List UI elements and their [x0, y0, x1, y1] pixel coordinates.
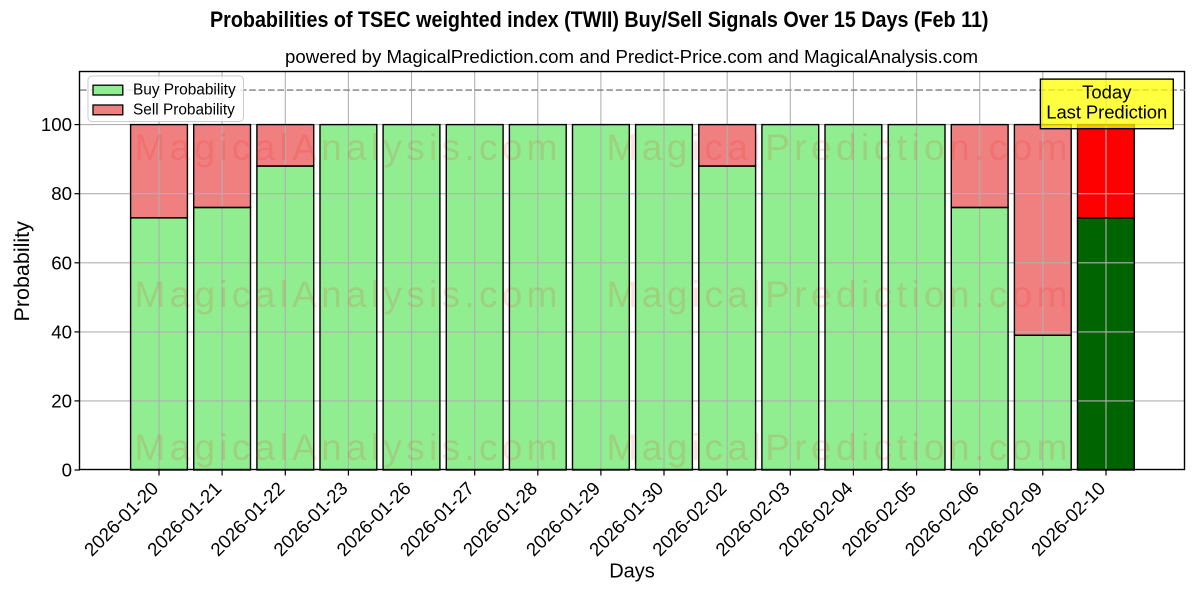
svg-text:Probabilities of TSEC weighted: Probabilities of TSEC weighted index (TW… [210, 7, 989, 32]
svg-text:Today: Today [1082, 81, 1132, 102]
svg-text:MagicalPrediction.com: MagicalPrediction.com [607, 427, 1068, 468]
svg-text:powered by MagicalPrediction.c: powered by MagicalPrediction.com and Pre… [285, 46, 978, 67]
svg-text:100: 100 [41, 114, 72, 135]
svg-text:Days: Days [609, 561, 655, 583]
svg-text:Sell Probability: Sell Probability [133, 101, 235, 118]
svg-text:Buy Probability: Buy Probability [133, 82, 236, 99]
svg-text:40: 40 [51, 321, 72, 342]
svg-text:0: 0 [62, 460, 72, 481]
svg-text:60: 60 [51, 252, 72, 273]
svg-text:MagicalAnalysis.com: MagicalAnalysis.com [135, 127, 558, 168]
svg-text:MagicalPrediction.com: MagicalPrediction.com [607, 127, 1068, 168]
svg-text:MagicalAnalysis.com: MagicalAnalysis.com [135, 274, 558, 315]
svg-text:80: 80 [51, 183, 72, 204]
svg-text:MagicalPrediction.com: MagicalPrediction.com [607, 274, 1068, 315]
svg-text:Probability: Probability [10, 221, 34, 322]
svg-text:20: 20 [51, 390, 72, 411]
svg-text:MagicalAnalysis.com: MagicalAnalysis.com [135, 427, 558, 468]
svg-text:Last Prediction: Last Prediction [1046, 102, 1167, 123]
